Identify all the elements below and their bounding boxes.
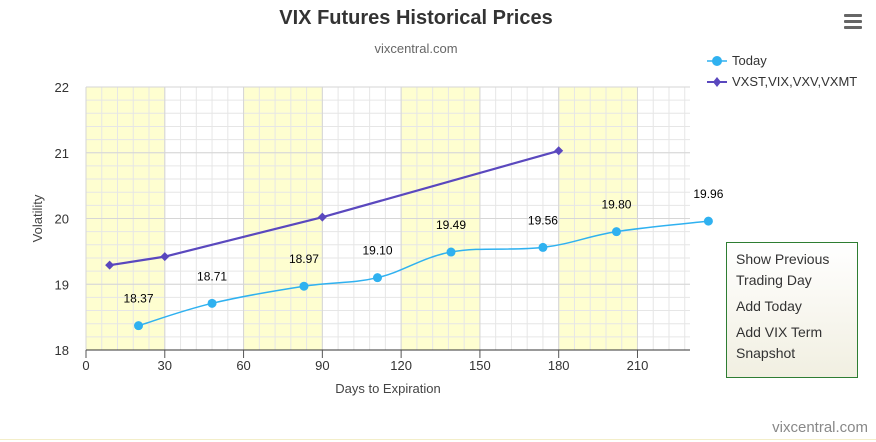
y-tick-label: 18	[55, 343, 69, 358]
data-point-today[interactable]	[134, 321, 144, 331]
chart-options-menu: Show Previous Trading Day Add Today Add …	[726, 242, 858, 378]
x-tick-label: 60	[236, 358, 250, 373]
data-label: 19.49	[436, 218, 466, 232]
x-tick-label: 180	[548, 358, 570, 373]
x-axis-title: Days to Expiration	[335, 381, 441, 396]
legend: Today VXST,VIX,VXV,VXMT	[706, 50, 857, 92]
data-point-today[interactable]	[446, 247, 456, 257]
hamburger-menu-icon[interactable]	[840, 10, 866, 32]
bottom-divider	[0, 439, 876, 440]
data-point-term-structure[interactable]	[317, 212, 327, 222]
x-tick-label: 210	[627, 358, 649, 373]
y-tick-label: 22	[55, 80, 69, 95]
data-label: 18.71	[197, 269, 227, 283]
data-point-today[interactable]	[299, 281, 309, 291]
series-line-term-structure	[109, 149, 559, 267]
data-point-today[interactable]	[372, 273, 382, 283]
y-tick-label: 19	[55, 277, 69, 292]
legend-term-symbol	[707, 77, 727, 87]
data-label: 19.56	[528, 213, 558, 227]
add-today-button[interactable]: Add Today	[736, 298, 802, 314]
legend-item-today[interactable]: Today	[706, 50, 857, 71]
data-point-term-structure[interactable]	[105, 260, 115, 270]
show-previous-trading-day-button[interactable]: Show Previous Trading Day	[736, 251, 830, 288]
legend-item-label: Today	[732, 53, 767, 68]
data-label: 19.96	[693, 187, 723, 201]
legend-item-label: VXST,VIX,VXV,VXMT	[732, 74, 858, 89]
data-label: 19.80	[601, 198, 631, 212]
legend-today-symbol	[707, 56, 727, 66]
add-vix-term-snapshot-button[interactable]: Add VIX Term Snapshot	[736, 324, 823, 361]
data-point-today[interactable]	[207, 298, 217, 308]
chart-subtitle: vixcentral.com	[374, 41, 458, 56]
data-label: 18.37	[124, 292, 154, 306]
x-tick-label: 150	[469, 358, 491, 373]
x-tick-label: 30	[158, 358, 172, 373]
data-point-today[interactable]	[538, 242, 548, 252]
chart-title: VIX Futures Historical Prices	[279, 7, 553, 29]
y-tick-label: 21	[55, 146, 69, 161]
legend-item-term-structure[interactable]: VXST,VIX,VXV,VXMT	[706, 71, 857, 92]
data-point-term-structure[interactable]	[554, 146, 564, 156]
data-label: 19.10	[362, 244, 392, 258]
credits-link[interactable]: vixcentral.com	[772, 419, 868, 436]
y-axis-title: Volatility	[30, 194, 45, 242]
data-point-term-structure[interactable]	[160, 252, 170, 262]
y-tick-label: 20	[55, 212, 69, 227]
x-tick-label: 120	[390, 358, 412, 373]
data-point-today[interactable]	[703, 216, 713, 226]
data-label: 18.97	[289, 252, 319, 266]
data-point-today[interactable]	[611, 227, 621, 237]
x-tick-label: 90	[315, 358, 329, 373]
x-tick-label: 0	[82, 358, 89, 373]
